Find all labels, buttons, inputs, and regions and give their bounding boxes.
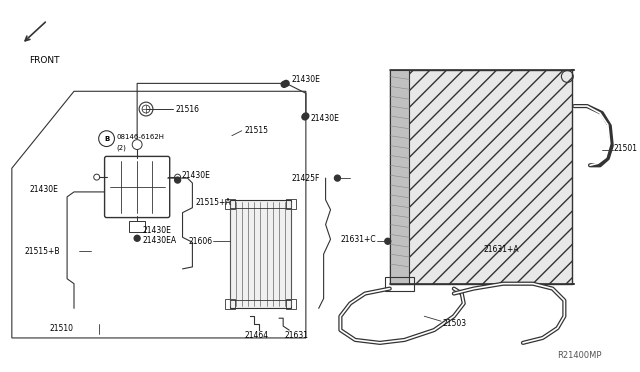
Text: 21430EA: 21430EA <box>142 236 176 245</box>
Circle shape <box>281 81 287 87</box>
Text: 21515+A: 21515+A <box>195 198 231 207</box>
Text: 21430E: 21430E <box>311 115 340 124</box>
Text: 21631+A: 21631+A <box>483 245 519 254</box>
Polygon shape <box>390 70 410 284</box>
Text: 21516: 21516 <box>175 105 200 113</box>
Text: 08146-6162H: 08146-6162H <box>116 134 164 140</box>
Bar <box>286 199 296 209</box>
Text: 21430E: 21430E <box>142 226 171 235</box>
Bar <box>225 299 235 310</box>
Circle shape <box>134 235 140 241</box>
Text: 21515: 21515 <box>244 126 269 135</box>
Text: 21425F: 21425F <box>291 174 319 183</box>
Text: 21430E: 21430E <box>182 171 211 180</box>
Polygon shape <box>390 70 572 284</box>
Text: 21503: 21503 <box>442 319 466 328</box>
Text: 21430E: 21430E <box>291 75 320 84</box>
Text: B: B <box>104 136 109 142</box>
Bar <box>230 200 291 308</box>
Text: 21464: 21464 <box>244 331 269 340</box>
Circle shape <box>335 175 340 181</box>
Text: 21606: 21606 <box>188 237 212 246</box>
Bar <box>286 299 296 310</box>
Text: 21510: 21510 <box>49 324 74 333</box>
Circle shape <box>175 177 180 183</box>
Text: R21400MP: R21400MP <box>557 351 602 360</box>
Text: 21631: 21631 <box>284 331 308 340</box>
Text: 21631+C: 21631+C <box>340 235 376 244</box>
Circle shape <box>303 113 309 119</box>
Circle shape <box>283 80 289 86</box>
Text: 21515+B: 21515+B <box>25 247 60 256</box>
Circle shape <box>302 114 308 120</box>
Text: (2): (2) <box>116 144 126 151</box>
Bar <box>129 221 145 232</box>
Text: 21430E: 21430E <box>29 186 58 195</box>
Text: FRONT: FRONT <box>29 56 60 65</box>
Circle shape <box>385 238 390 244</box>
Bar <box>225 199 235 209</box>
Text: 21501: 21501 <box>614 144 637 153</box>
